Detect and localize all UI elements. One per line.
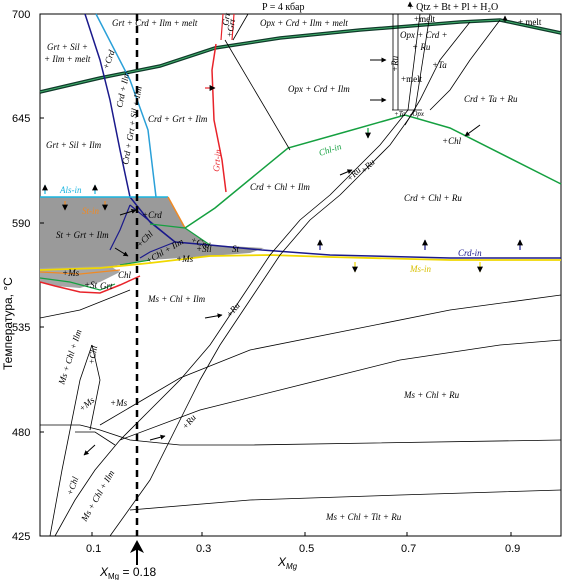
lbl-chl-right: +Chl [442, 136, 462, 146]
lbl-ms-low: +Ms [110, 398, 128, 408]
x-axis: 0.1 0.3 0.5 0.7 0.9 XMg XMg = 0.18 [86, 532, 520, 580]
y-tick-425: 425 [12, 531, 30, 543]
field-st-grt-ilm: St + Grt + Ilm [56, 230, 109, 240]
chl-inner [119, 223, 211, 266]
staurolite-field [40, 197, 264, 280]
pressure-label: P = 4 кбар [262, 2, 304, 13]
lbl-minus-opx: -Opx [410, 110, 425, 118]
x-tick-0.9: 0.9 [505, 543, 520, 555]
y-axis: 700 645 590 535 480 425 Температура, °C [1, 9, 44, 543]
lbl-crd-wedge: +Crd [142, 210, 162, 220]
field-grt-crd-ilm-melt: Grt + Crd + Ilm + melt [112, 18, 198, 28]
y-tick-535: 535 [12, 322, 30, 334]
grt-in-lower [39, 275, 141, 294]
crd-in-line [174, 241, 561, 259]
label-als-in: Als-in [59, 185, 82, 195]
y-tick-700: 700 [12, 9, 30, 21]
lbl-chl-bottom: +Chl [64, 475, 80, 497]
ms-in-line [39, 254, 561, 271]
lbl-sil: +Sil [196, 244, 212, 254]
field-opx-crd-1: Opx + Crd + [400, 30, 448, 40]
st-in-line [167, 196, 186, 229]
sil-line [95, 13, 157, 198]
grt-in-upper [220, 13, 235, 41]
lbl-grt-small: Grt [220, 12, 232, 27]
field-crd-grt-ilm: Crd + Grt + Ilm [148, 114, 208, 124]
lbl-ta-2: +Ta [394, 110, 406, 118]
field-ms-chl-ilm-left: Ms + Chl + Ilm [56, 328, 84, 387]
lbl-chl-low: Chl [118, 270, 132, 280]
field-opx-crd-ilm: Opx + Crd + Ilm [288, 84, 350, 94]
x-tick-0.1: 0.1 [86, 543, 101, 555]
x-tick-0.7: 0.7 [401, 543, 416, 555]
field-opx-crd-ilm-melt: Opx + Crd + Ilm + melt [260, 18, 348, 28]
chl-lower [39, 277, 116, 291]
label-crd-in: Crd-in [458, 248, 482, 258]
y-axis-label: Температура, °C [1, 277, 15, 370]
field-crd-chl-ru: Crd + Chl + Ru [404, 193, 462, 203]
field-ms-chl-ru: Ms + Chl + Ru [403, 390, 460, 400]
field-grt-sil-2: + Ilm + melt [44, 54, 91, 64]
xmg-marker-label: XMg = 0.18 [99, 565, 156, 580]
field-crd-chl-ilm: Crd + Chl + Ilm [250, 182, 310, 192]
melt-line-inner [39, 19, 562, 93]
y-tick-480: 480 [12, 427, 30, 439]
lbl-melt-1: +melt [414, 14, 436, 24]
lbl-melt-2: +melt [401, 74, 423, 84]
x-tick-0.3: 0.3 [196, 543, 211, 555]
field-ms-chl-tit-ru: Ms + Chl + Tit + Ru [325, 512, 402, 522]
lbl-grt-low: Grt [100, 281, 113, 291]
label-grt-in: Grt-in [211, 148, 223, 172]
grt-in-line [211, 43, 227, 193]
field-ms-chl-ilm: Ms + Chl + Ilm [147, 294, 206, 304]
chl-in-line [184, 114, 562, 229]
arrows [83, 1, 508, 456]
field-crd-ta-ru: Crd + Ta + Ru [464, 94, 518, 104]
x-tick-0.5: 0.5 [299, 543, 314, 555]
field-opx-crd-2: + Ru [412, 42, 431, 52]
lbl-ms-1: +Ms [176, 254, 194, 264]
y-tick-645: 645 [12, 113, 30, 125]
lbl-plus-grt: +Grt [224, 18, 237, 39]
lbl-st-low: +St [84, 280, 98, 290]
reaction-lines [39, 13, 562, 537]
field-grt-sil-ilm: Grt + Sil + Ilm [46, 140, 102, 150]
lbl-st: St [232, 244, 240, 254]
lbl-ta-1: +Ta [432, 60, 447, 70]
xmg-marker-arrow [130, 540, 144, 565]
lbl-chl-vert: +Chl [86, 344, 99, 365]
field-grt-sil-1: Grt + Sil + [47, 42, 88, 52]
label-st-in: St-in [82, 206, 99, 216]
lbl-ms-2: +Ms [62, 268, 80, 278]
x-axis-label: XMg [277, 555, 298, 571]
y-tick-590: 590 [12, 218, 30, 230]
label-ms-in: Ms-in [409, 264, 431, 274]
lbl-ru-vert: +Ru [390, 55, 400, 72]
label-chl-in: Chl-in [318, 141, 343, 158]
reaction-label: + Qtz + Bt + Pl + H₂O [408, 2, 498, 13]
field-ms-chl-ilm-bottom: Ms + Chl + Ilm [79, 468, 117, 524]
lbl-melt-3: + melt [518, 17, 542, 27]
st-lower-orange [39, 269, 121, 275]
colored-arrows [42, 85, 523, 273]
lbl-plus-crd-top: +Crd [100, 48, 116, 70]
